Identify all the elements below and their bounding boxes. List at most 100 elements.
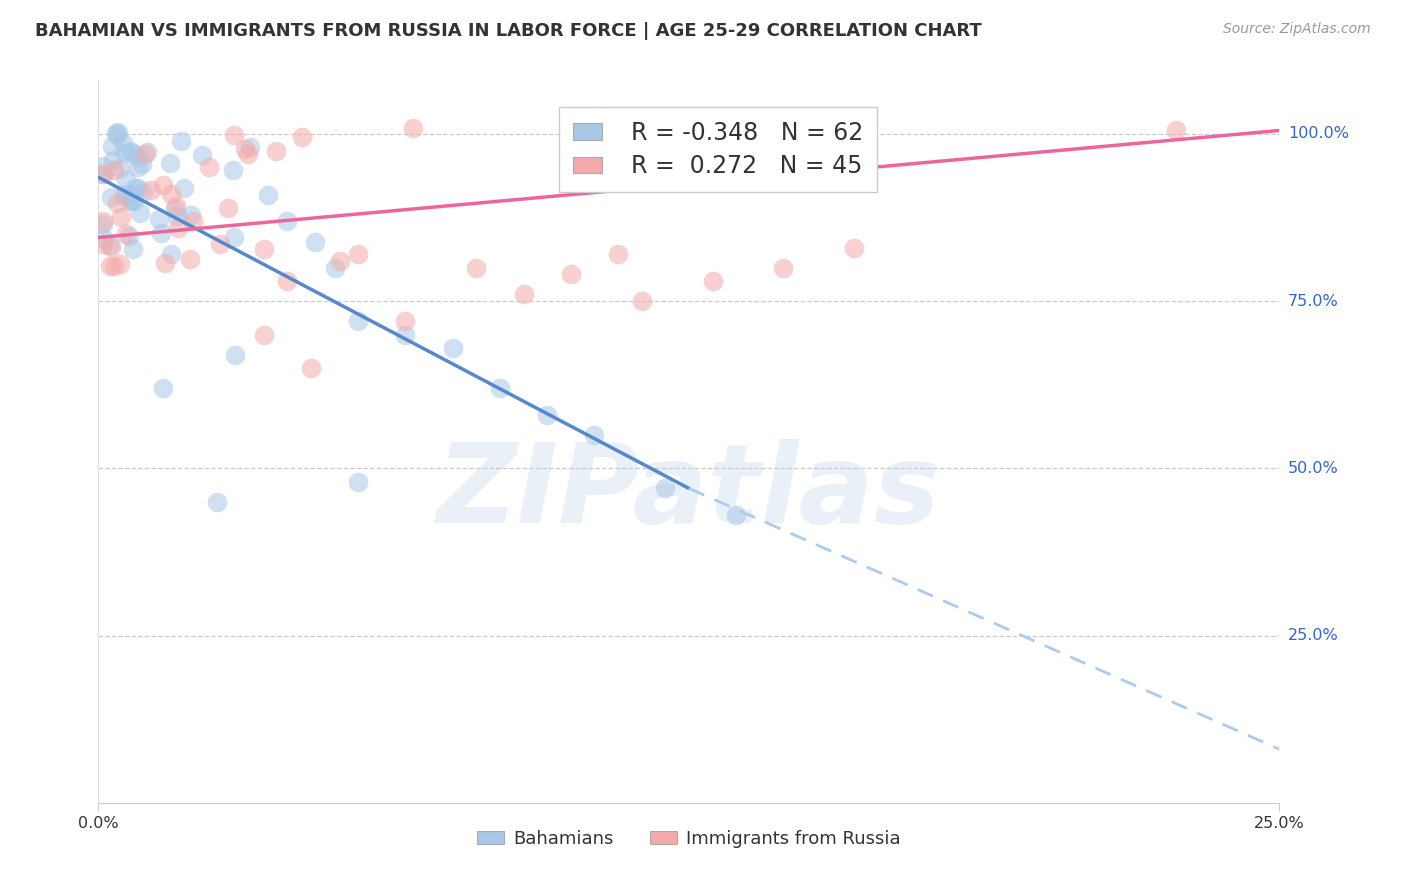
Point xyxy=(105,126,128,140)
Point xyxy=(105,128,128,142)
Point xyxy=(114,186,136,201)
Point xyxy=(173,180,195,194)
Point xyxy=(276,214,298,228)
Point xyxy=(304,235,326,250)
Point xyxy=(489,381,512,395)
Point xyxy=(118,193,141,207)
Point xyxy=(329,254,352,268)
Point xyxy=(560,268,582,282)
Point xyxy=(141,183,163,197)
Point xyxy=(121,187,143,202)
Point xyxy=(222,128,245,143)
Point xyxy=(114,146,136,161)
Point xyxy=(607,247,630,261)
Point xyxy=(148,212,170,227)
Point xyxy=(127,161,149,175)
Point xyxy=(118,144,141,158)
Point xyxy=(129,206,152,220)
Point xyxy=(122,194,145,209)
Point xyxy=(103,259,125,273)
Point xyxy=(103,162,125,177)
Point xyxy=(100,239,122,253)
Point xyxy=(276,274,298,288)
Point xyxy=(108,161,131,176)
Point xyxy=(167,221,190,235)
Point xyxy=(114,227,136,241)
Legend: Bahamians, Immigrants from Russia: Bahamians, Immigrants from Russia xyxy=(470,822,908,855)
Point xyxy=(654,482,676,496)
Point xyxy=(179,252,201,266)
Point xyxy=(110,210,132,224)
Point xyxy=(266,144,288,158)
Point xyxy=(166,209,188,223)
Point xyxy=(91,167,114,181)
Point xyxy=(170,135,193,149)
Point xyxy=(198,160,221,174)
Text: 25.0%: 25.0% xyxy=(1288,628,1339,643)
Point xyxy=(725,508,748,523)
Point xyxy=(583,427,606,442)
Text: 75.0%: 75.0% xyxy=(1288,293,1339,309)
Point xyxy=(165,198,187,212)
Point xyxy=(347,247,370,261)
Point xyxy=(233,142,256,156)
Point xyxy=(224,229,246,244)
Point xyxy=(224,348,246,362)
Text: BAHAMIAN VS IMMIGRANTS FROM RUSSIA IN LABOR FORCE | AGE 25-29 CORRELATION CHART: BAHAMIAN VS IMMIGRANTS FROM RUSSIA IN LA… xyxy=(35,22,981,40)
Point xyxy=(181,214,204,228)
Point xyxy=(153,255,176,269)
Point xyxy=(253,242,276,256)
Point xyxy=(772,260,794,275)
Point xyxy=(103,153,125,167)
Point xyxy=(401,121,423,136)
Point xyxy=(222,163,245,178)
Point xyxy=(190,148,212,162)
Point xyxy=(702,274,724,288)
Point xyxy=(844,241,866,255)
Point xyxy=(536,408,558,422)
Point xyxy=(91,214,114,228)
Point xyxy=(91,167,114,181)
Point xyxy=(125,149,148,163)
Point xyxy=(105,196,128,211)
Point xyxy=(441,341,464,355)
Point xyxy=(291,130,314,145)
Point xyxy=(121,242,143,256)
Point xyxy=(347,475,370,489)
Point xyxy=(238,147,260,161)
Point xyxy=(98,238,121,252)
Point xyxy=(134,147,156,161)
Point xyxy=(512,287,534,301)
Point xyxy=(91,217,114,231)
Point xyxy=(117,228,139,243)
Point xyxy=(132,186,155,200)
Point xyxy=(347,314,370,328)
Point xyxy=(205,494,228,508)
Point xyxy=(91,237,114,252)
Point xyxy=(124,181,146,195)
Point xyxy=(1164,123,1187,137)
Point xyxy=(112,136,135,150)
Text: 100.0%: 100.0% xyxy=(1288,127,1348,141)
Point xyxy=(100,190,122,204)
Point xyxy=(112,188,135,202)
Point xyxy=(394,327,416,342)
Point xyxy=(323,260,346,275)
Point xyxy=(150,226,173,240)
Point xyxy=(253,327,276,342)
Text: ZIPatlas: ZIPatlas xyxy=(437,439,941,546)
Point xyxy=(208,236,231,251)
Point xyxy=(217,201,239,215)
Point xyxy=(101,139,124,153)
Point xyxy=(91,230,114,244)
Point xyxy=(107,124,129,138)
Text: 50.0%: 50.0% xyxy=(1288,461,1339,475)
Point xyxy=(163,202,186,216)
Point xyxy=(394,314,416,328)
Point xyxy=(135,145,157,160)
Point xyxy=(239,140,262,154)
Point xyxy=(98,260,121,274)
Point xyxy=(152,178,174,192)
Point xyxy=(160,186,183,201)
Point xyxy=(127,180,149,194)
